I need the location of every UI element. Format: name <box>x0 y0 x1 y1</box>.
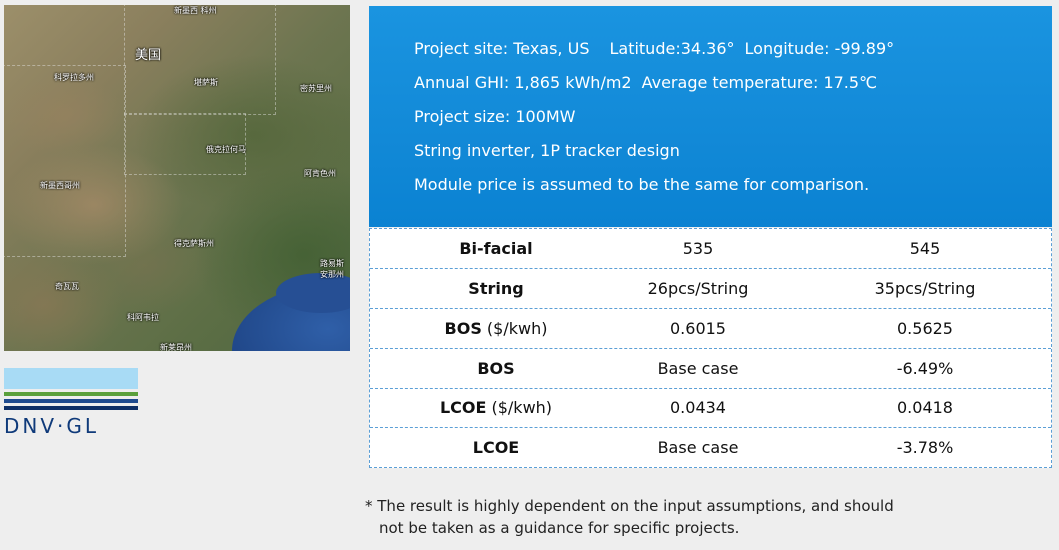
map-label-chihuahua: 奇瓦瓦 <box>55 282 79 291</box>
project-size: Project size: 100MW <box>414 107 576 126</box>
average-temperature: Average temperature: 17.5℃ <box>641 73 878 92</box>
module-price-note: Module price is assumed to be the same f… <box>414 175 870 194</box>
project-info-panel: Project site: Texas, US Latitude:34.36° Lo… <box>369 6 1052 227</box>
table-row: LCOE Base case -3.78% <box>370 428 1051 467</box>
row-label: LCOE ($/kwh) <box>439 398 553 417</box>
map-label-louisiana: 路易斯安那州 <box>320 259 344 279</box>
value-case-b: 545 <box>909 239 941 258</box>
map-label-kansas: 堪萨斯 <box>194 78 218 87</box>
satellite-map: 新墨西 科州 美国 科罗拉多州 堪萨斯 密苏里州 俄克拉何马 阿肯色州 新墨西哥… <box>4 5 350 351</box>
value-case-b: -6.49% <box>896 359 954 378</box>
value-case-b: 0.0418 <box>897 398 953 417</box>
value-case-b: 0.5625 <box>897 319 953 338</box>
footnote: * The result is highly dependent on the … <box>365 495 1005 539</box>
value-case-b: 35pcs/String <box>874 279 976 298</box>
footnote-line-2: not be taken as a guidance for specific … <box>379 519 740 537</box>
value-case-a: 0.0434 <box>670 398 726 417</box>
value-case-a: 0.6015 <box>670 319 726 338</box>
map-label-coahuila: 科阿韦拉 <box>127 313 159 322</box>
map-label-oklahoma: 俄克拉何马 <box>206 145 246 154</box>
design-note: String inverter, 1P tracker design <box>414 141 680 160</box>
footnote-line-1: * The result is highly dependent on the … <box>365 497 894 515</box>
value-case-a: 26pcs/String <box>647 279 749 298</box>
table-row: BOS ($/kwh) 0.6015 0.5625 <box>370 309 1051 349</box>
table-row: BOS Base case -6.49% <box>370 349 1051 389</box>
value-case-a: Base case <box>657 359 739 378</box>
table-row: LCOE ($/kwh) 0.0434 0.0418 <box>370 388 1051 428</box>
info-line-climate: Annual GHI: 1,865 kWh/m2 Average temperat… <box>414 73 877 92</box>
row-label: String <box>468 279 524 298</box>
map-label-usa: 美国 <box>135 48 162 63</box>
map-label-texas: 得克萨斯州 <box>174 239 214 248</box>
map-label-colorado: 科罗拉多州 <box>54 73 94 82</box>
logo-bar-green <box>4 392 138 396</box>
map-label-new-mexico: 新墨西哥州 <box>40 181 80 190</box>
map-label-nuevo-leon: 新莱昂州 <box>160 343 192 351</box>
row-label: BOS ($/kwh) <box>444 319 548 338</box>
row-label: Bi-facial <box>459 239 533 258</box>
map-label-top: 新墨西 科州 <box>174 6 217 15</box>
project-site: Project site: Texas, US <box>414 39 590 58</box>
row-label: BOS <box>477 359 515 378</box>
state-border <box>4 65 126 257</box>
map-label-missouri: 密苏里州 <box>300 84 332 93</box>
value-case-a: 535 <box>682 239 714 258</box>
row-label: LCOE <box>472 438 520 457</box>
logo-bar-light <box>4 368 138 389</box>
info-line-site: Project site: Texas, US Latitude:34.36° Lo… <box>414 39 894 58</box>
longitude: Longitude: -99.89° <box>744 39 895 58</box>
table-row: String 26pcs/String 35pcs/String <box>370 269 1051 309</box>
table-row: Bi-facial 535 545 <box>370 229 1051 269</box>
comparison-table: Bi-facial 535 545 String 26pcs/String 35… <box>369 228 1052 468</box>
latitude: Latitude:34.36° <box>609 39 735 58</box>
value-case-b: -3.78% <box>896 438 954 457</box>
map-label-arkansas: 阿肯色州 <box>304 169 336 178</box>
logo-bar-navy <box>4 406 138 410</box>
value-case-a: Base case <box>657 438 739 457</box>
gulf-coast-water <box>276 273 350 313</box>
logo-bar-blue <box>4 399 138 403</box>
dnv-gl-logo: DNV·GL <box>4 414 100 438</box>
state-border <box>124 113 246 175</box>
state-border <box>124 5 276 115</box>
annual-ghi: Annual GHI: 1,865 kWh/m2 <box>414 73 632 92</box>
